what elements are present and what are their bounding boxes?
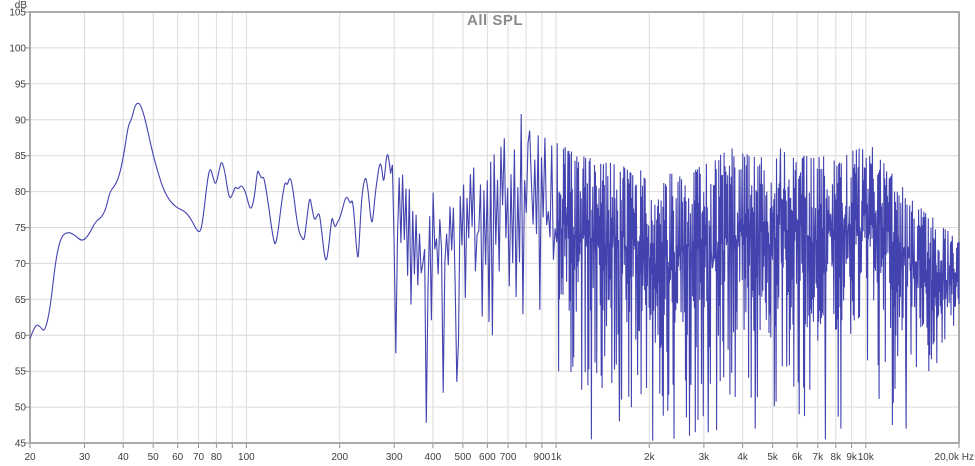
x-tick-label: 1k — [551, 452, 563, 463]
x-tick-label: 900 — [534, 452, 551, 463]
y-tick-label: 60 — [15, 331, 27, 342]
x-tick-label: 400 — [425, 452, 442, 463]
y-axis-labels: 45 50 55 60 65 70 75 80 85 90 95 100 105 — [9, 8, 26, 450]
x-tick-label: 70 — [193, 452, 205, 463]
x-tick-label: 4k — [737, 452, 749, 463]
x-tick-label: 700 — [500, 452, 517, 463]
x-tick-label: 10k — [858, 452, 875, 463]
y-tick-label: 100 — [9, 43, 26, 54]
x-tick-label: 30 — [79, 452, 91, 463]
x-tick-label: 20,0k Hz — [935, 452, 974, 463]
x-tick-label: 3k — [699, 452, 711, 463]
y-tick-label: 80 — [15, 187, 27, 198]
x-tick-label: 2k — [644, 452, 656, 463]
y-tick-label: 55 — [15, 367, 27, 378]
x-tick-label: 8k — [831, 452, 843, 463]
y-tick-label: 45 — [15, 439, 27, 450]
x-tick-label: 100 — [238, 452, 255, 463]
y-tick-label: 105 — [9, 8, 26, 19]
x-tick-label: 5k — [767, 452, 779, 463]
axis-ticks — [25, 11, 960, 448]
x-tick-label: 50 — [148, 452, 160, 463]
y-tick-label: 85 — [15, 151, 27, 162]
y-tick-label: 50 — [15, 403, 27, 414]
x-tick-label: 80 — [211, 452, 223, 463]
x-tick-label: 7k — [813, 452, 825, 463]
x-tick-label: 20 — [24, 452, 36, 463]
x-tick-label: 40 — [118, 452, 130, 463]
x-tick-label: 500 — [455, 452, 472, 463]
y-axis-unit-label: dB — [15, 0, 28, 11]
x-axis-labels: 20 30 40 50 60 70 80 100 200 300 400 500 600 700 900 1k… — [24, 452, 974, 463]
x-tick-label: 9k — [846, 452, 858, 463]
x-tick-label: 200 — [331, 452, 348, 463]
x-tick-label: 300 — [386, 452, 403, 463]
x-tick-label: 6k — [792, 452, 804, 463]
y-tick-label: 65 — [15, 295, 27, 306]
chart-title: All SPL — [467, 12, 523, 29]
y-tick-label: 75 — [15, 223, 27, 234]
x-tick-label: 60 — [172, 452, 184, 463]
y-tick-label: 70 — [15, 259, 27, 270]
y-tick-label: 90 — [15, 115, 27, 126]
spl-trace — [29, 102, 960, 441]
x-tick-label: 600 — [479, 452, 496, 463]
y-tick-label: 95 — [15, 79, 27, 90]
